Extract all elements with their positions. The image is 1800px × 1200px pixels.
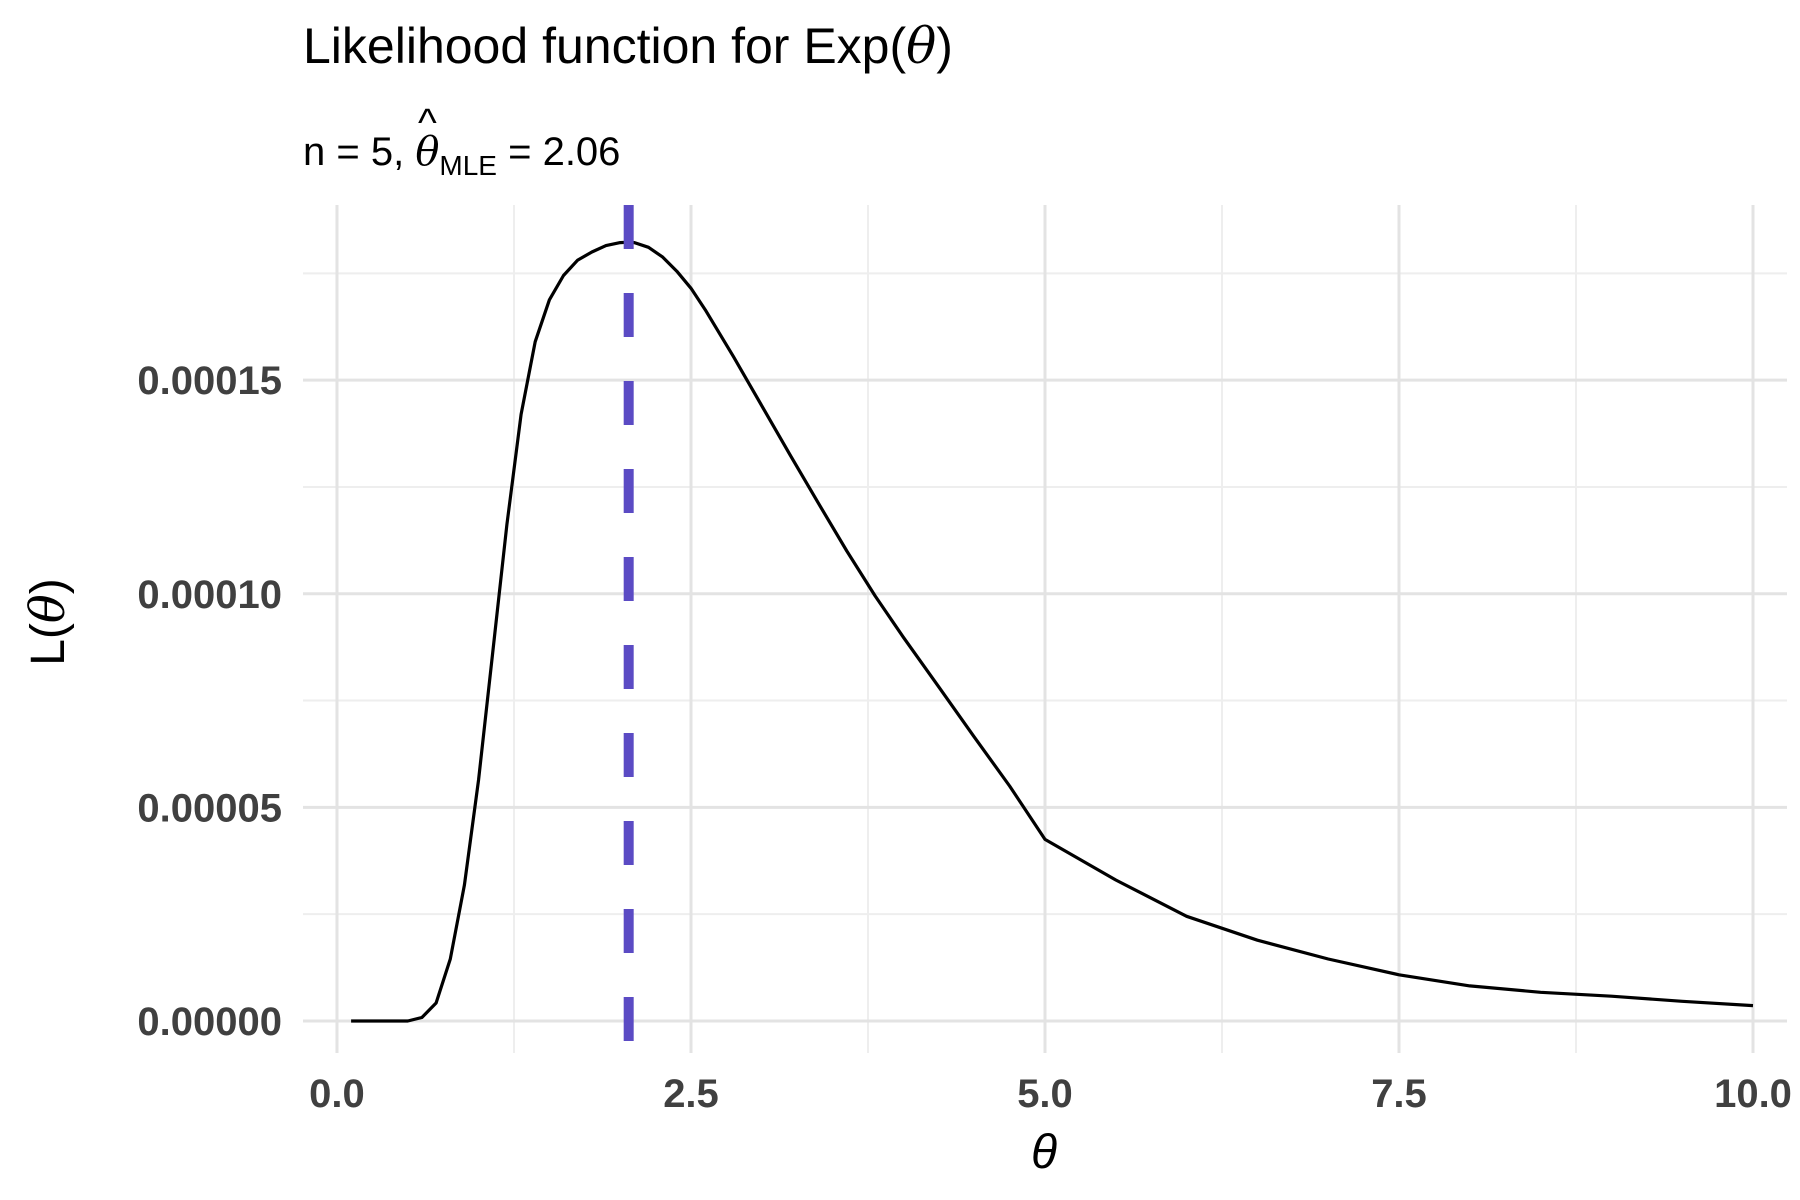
x-tick-label: 0.0	[309, 1072, 365, 1116]
x-tick-label: 10.0	[1714, 1072, 1792, 1116]
x-tick-label: 7.5	[1371, 1072, 1427, 1116]
y-tick-label: 0.00005	[137, 786, 282, 830]
y-axis-title: L(θ)	[20, 578, 76, 666]
subtitle-prefix: n = 5,	[303, 130, 415, 174]
title-close-paren: )	[936, 18, 953, 74]
y-tick-label: 0.00010	[137, 573, 282, 617]
subtitle-theta-symbol: θ	[415, 129, 439, 175]
y-axis-title-prefix: L(	[22, 623, 75, 666]
x-axis-title: θ	[1031, 1126, 1057, 1179]
y-tick-label: 0.00015	[137, 359, 282, 403]
likelihood-curve	[351, 240, 1754, 1023]
x-tick-label: 2.5	[663, 1072, 719, 1116]
chart-subtitle: n = 5, θMLE = 2.06	[303, 129, 620, 181]
x-tick-label: 5.0	[1017, 1072, 1073, 1116]
subtitle-hat: ^	[418, 101, 437, 145]
chart-title: Likelihood function for Exp(θ)	[303, 17, 953, 75]
y-tick-label: 0.00000	[137, 1000, 282, 1044]
plot-area	[351, 205, 1754, 1053]
title-text: Likelihood function for Exp(	[303, 18, 906, 74]
subtitle-subscript: MLE	[439, 150, 497, 181]
grid	[303, 205, 1787, 1053]
subtitle-suffix: = 2.06	[497, 130, 620, 174]
y-axis-title-suffix: )	[22, 578, 75, 594]
title-theta-symbol: θ	[906, 17, 936, 75]
text-layer: Likelihood function for Exp(θ) n = 5, θM…	[20, 17, 1792, 1179]
y-axis-title-theta: θ	[20, 594, 76, 623]
